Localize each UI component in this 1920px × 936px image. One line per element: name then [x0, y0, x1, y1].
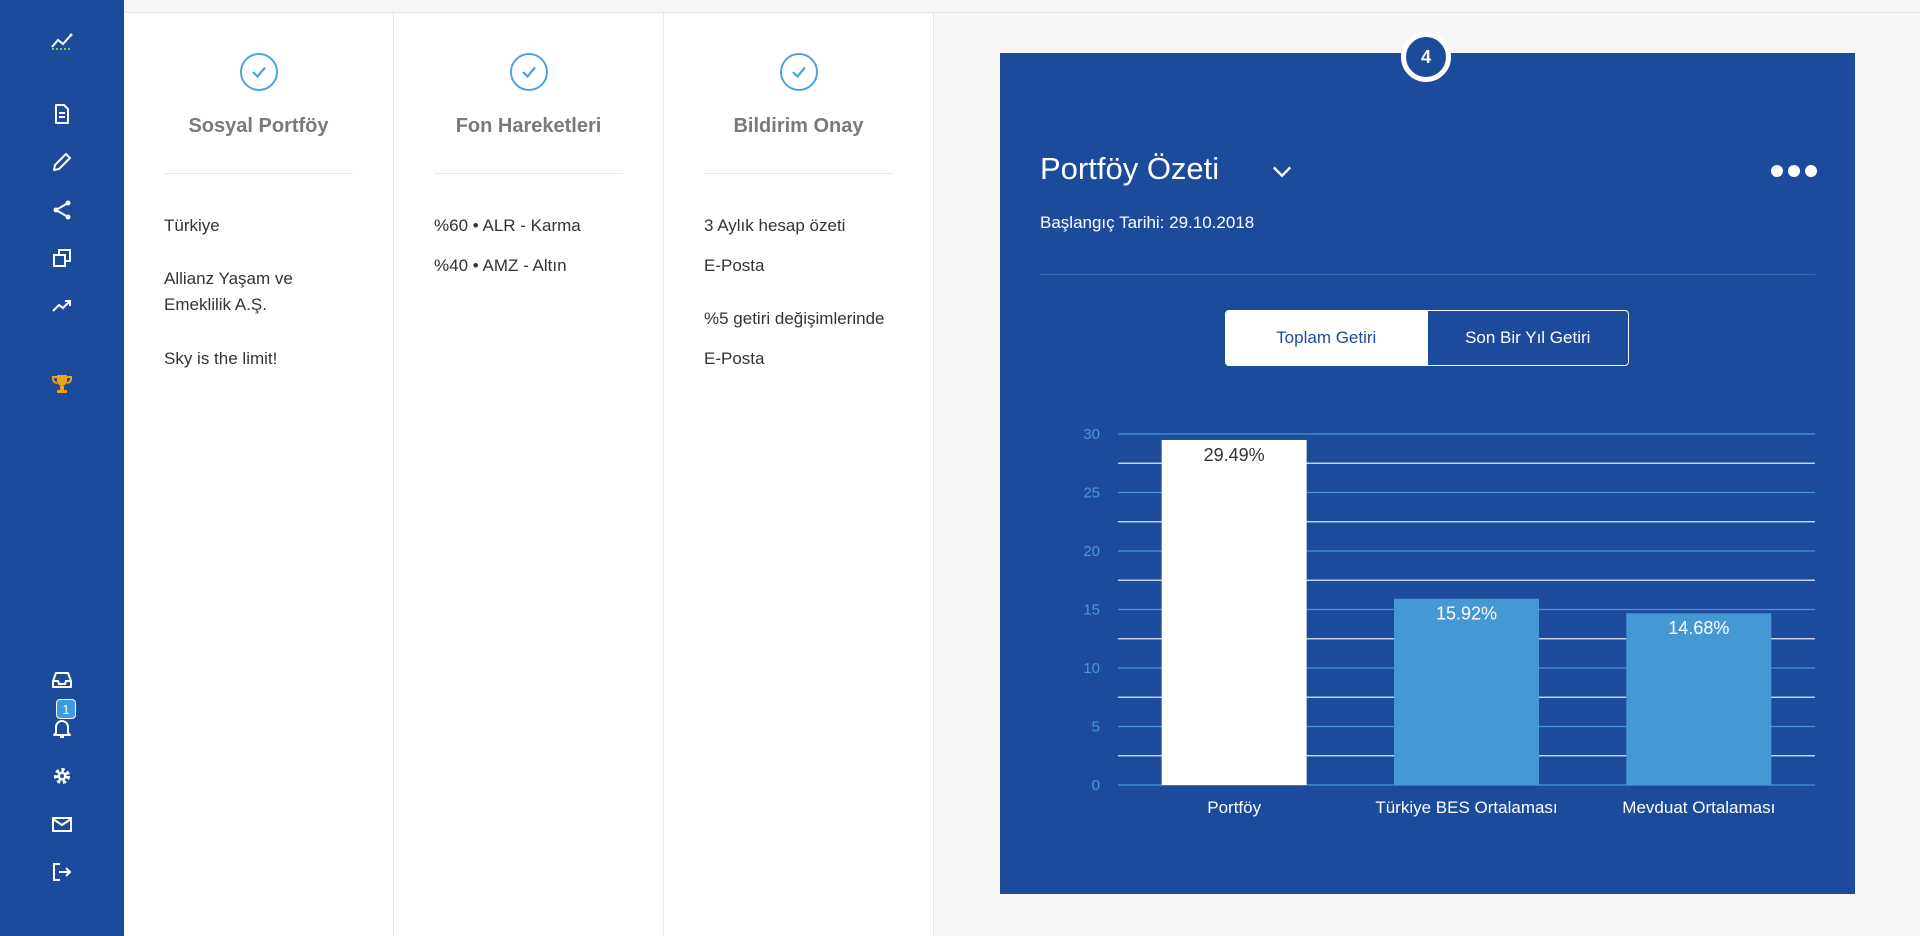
list-item: Türkiye: [164, 216, 220, 235]
step-fund-movements: Fon Hareketleri %60 • ALR - Karma %40 • …: [394, 13, 664, 936]
bar-value-label: 14.68%: [1668, 618, 1729, 638]
list-item: Sky is the limit!: [164, 349, 278, 368]
sidebar: 1: [0, 0, 124, 936]
card-divider: [1040, 274, 1815, 275]
list-item: Allianz Yaşam ve Emeklilik A.Ş.: [164, 269, 293, 314]
step-number-badge: 4: [1401, 32, 1451, 82]
document-icon[interactable]: [42, 94, 82, 134]
bar-value-label: 29.49%: [1204, 445, 1265, 465]
check-icon: [239, 53, 278, 91]
check-icon: [509, 53, 548, 91]
x-category-label: Portföy: [1207, 798, 1261, 817]
inbox-icon[interactable]: [42, 660, 82, 700]
step-social-portfolio: Sosyal Portföy Türkiye Allianz Yaşam ve …: [124, 13, 394, 936]
x-category-label: Mevduat Ortalaması: [1622, 798, 1775, 817]
logo-chart-icon[interactable]: [42, 21, 82, 61]
start-date: Başlangıç Tarihi: 29.10.2018: [1040, 213, 1255, 232]
y-tick-label: 5: [1092, 719, 1100, 736]
dot: [1805, 165, 1817, 177]
y-tick-label: 25: [1083, 485, 1100, 502]
notification-badge: 1: [56, 699, 76, 719]
y-tick-label: 0: [1092, 777, 1100, 794]
list-item: %5 getiri değişimlerinde: [704, 309, 885, 328]
list-item: E-Posta: [704, 256, 765, 275]
step-divider: [434, 173, 623, 174]
y-tick-label: 15: [1083, 602, 1100, 619]
bar: [1626, 613, 1772, 785]
gear-icon[interactable]: [42, 756, 82, 796]
return-bar-chart: 0 5 10 15 20 25 30 29.49% Portföy 15.92% Türkiye B…: [1083, 426, 1815, 817]
x-category-label: Türkiye BES Ortalaması: [1375, 798, 1557, 817]
step-divider: [704, 173, 893, 174]
bar-value-label: 15.92%: [1436, 604, 1497, 624]
dot: [1771, 165, 1783, 177]
logout-icon[interactable]: [42, 852, 82, 892]
mail-icon[interactable]: [42, 804, 82, 844]
bar: [1394, 598, 1539, 785]
tab-total-return[interactable]: Toplam Getiri: [1226, 311, 1427, 365]
return-toggle: Toplam Getiri Son Bir Yıl Getiri: [1225, 310, 1629, 366]
list-item: %40 • AMZ - Altın: [434, 256, 567, 275]
trophy-icon[interactable]: [42, 364, 82, 404]
y-tick-label: 30: [1083, 426, 1100, 443]
list-item: E-Posta: [704, 349, 765, 368]
step-notification-approval: Bildirim Onay 3 Aylık hesap özeti E-Post…: [664, 13, 934, 936]
top-divider: [124, 12, 1920, 13]
list-item: %60 • ALR - Karma: [434, 216, 581, 235]
dot: [1788, 165, 1800, 177]
check-icon: [779, 53, 818, 91]
y-tick-label: 20: [1083, 543, 1100, 560]
pencil-icon[interactable]: [42, 142, 82, 182]
share-icon[interactable]: [42, 190, 82, 230]
chevron-down-icon[interactable]: [1268, 157, 1296, 185]
tab-last-year-return[interactable]: Son Bir Yıl Getiri: [1426, 311, 1629, 365]
copy-icon[interactable]: [42, 238, 82, 278]
trend-icon[interactable]: [42, 286, 82, 326]
list-item: 3 Aylık hesap özeti: [704, 216, 846, 235]
card-title: Portföy Özeti: [1040, 151, 1220, 186]
step-divider: [164, 173, 353, 174]
step-title: Fon Hareketleri: [455, 115, 602, 137]
step-title: Sosyal Portföy: [188, 115, 329, 137]
more-options-button[interactable]: [1771, 157, 1817, 185]
bell-icon[interactable]: [42, 708, 82, 748]
step-title: Bildirim Onay: [733, 115, 864, 137]
y-tick-label: 10: [1083, 660, 1100, 677]
bar: [1161, 439, 1307, 785]
